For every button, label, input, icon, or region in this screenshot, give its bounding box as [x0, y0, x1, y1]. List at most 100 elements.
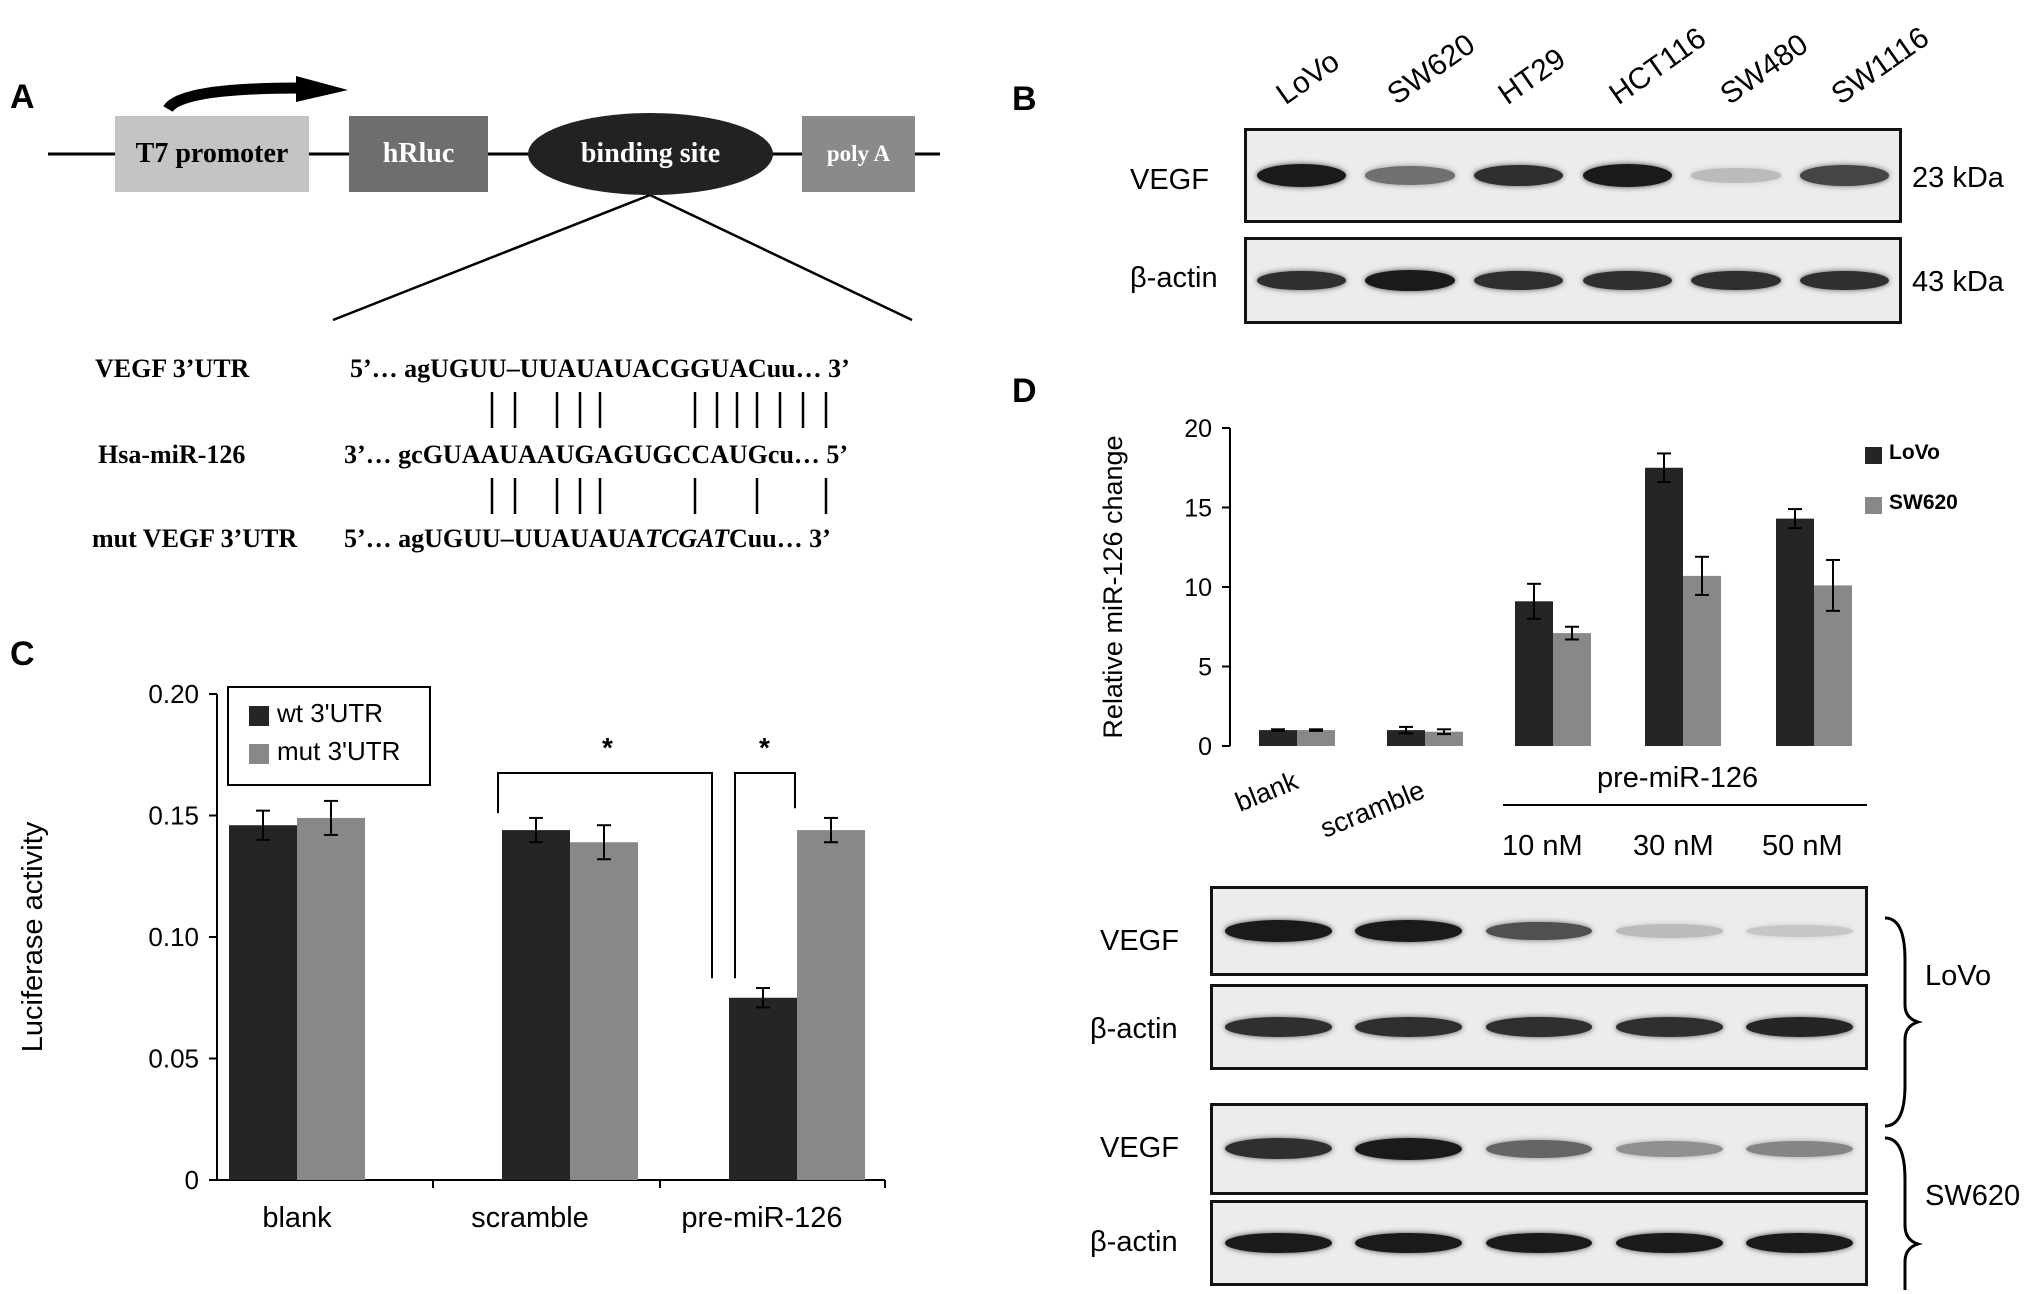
legend-label-mut: mut 3'UTR: [277, 736, 401, 766]
d-sw620-vegf-band-2: [1355, 1137, 1463, 1161]
chart-d-bar-1-2: [1553, 633, 1591, 746]
d-lovo-actin-blot: [1210, 984, 1868, 1070]
group-label-pre-mir: pre-miR-126: [1597, 762, 1759, 794]
chart-c-ytick-label-4: 0.20: [148, 679, 199, 709]
chart-d-bar-0-3: [1645, 467, 1683, 746]
significance-star-2: *: [759, 732, 770, 763]
legend-swatch-lovo: [1865, 447, 1882, 464]
legend-swatch-sw620: [1865, 497, 1882, 514]
panel-b-letter: B: [1012, 80, 1037, 118]
d-sw620-vegf-band-1: [1224, 1138, 1332, 1160]
panel-b-vegf-size: 23 kDa: [1912, 162, 2004, 194]
chart-c-legend: wt 3'UTR mut 3'UTR: [227, 686, 431, 786]
chart-d-bar-0-2: [1515, 601, 1553, 746]
panel-b-vegf-band-1: [1256, 164, 1346, 187]
panel-b-actin-blot: [1244, 237, 1902, 324]
d-sw620-vegf-blot: [1210, 1103, 1868, 1195]
chart-c-xtick-label-0: blank: [262, 1202, 332, 1234]
chart-d-ytick-label-1: 5: [1198, 654, 1212, 682]
promoter-arrow-shaft: [163, 82, 301, 113]
d-sw620-actin-label: β-actin: [1090, 1226, 1178, 1258]
d-lovo-actin-band-2: [1355, 1017, 1463, 1037]
seq-row-name-wt: VEGF 3’UTR: [95, 354, 250, 383]
chart-d-bar-1-4: [1814, 585, 1852, 746]
d-lovo-actin-label: β-actin: [1090, 1013, 1178, 1045]
legend-label-sw620: SW620: [1889, 491, 1958, 514]
chart-c-xtick-label-1: scramble: [471, 1202, 589, 1234]
d-sw620-actin-band-2: [1355, 1232, 1463, 1254]
d-sw620-actin-band-3: [1485, 1232, 1593, 1254]
promoter-arrow-head: [296, 76, 348, 102]
panel-b-actin-band-1: [1256, 270, 1346, 291]
conc-30nm: 30 nM: [1633, 830, 1714, 862]
panel-b-vegf-label: VEGF: [1130, 164, 1209, 196]
seq-row-name-mir: Hsa-miR-126: [98, 440, 246, 469]
d-sw620-vegf-band-5: [1746, 1140, 1854, 1158]
panel-c-letter: C: [10, 635, 35, 673]
zoom-line-right: [649, 193, 913, 322]
chart-d-bar-0-1: [1387, 730, 1425, 746]
chart-c-ylabel: Luciferase activity: [17, 821, 49, 1052]
d-sw620-vegf-band-4: [1615, 1141, 1723, 1157]
d-lovo-actin-band-1: [1224, 1017, 1332, 1037]
chart-d-ylabel: Relative miR-126 change: [1098, 435, 1128, 738]
chart-c-bar-1-0: [297, 817, 365, 1180]
panel-b-actin-size: 43 kDa: [1912, 266, 2004, 298]
bracket-sw620: [1884, 1136, 1924, 1290]
seq-mir: 3’… gcGUAAUAAUGAGUGCCAUGcu… 5’: [344, 440, 849, 469]
seq-row-name-mut: mut VEGF 3’UTR: [92, 524, 298, 553]
conc-10nm: 10 nM: [1502, 830, 1583, 862]
d-lovo-vegf-band-3: [1485, 921, 1593, 941]
chart-c-bar-0-2: [729, 997, 797, 1180]
chart-d-ytick-label-0: 0: [1198, 733, 1212, 761]
d-sw620-actin-band-4: [1615, 1232, 1723, 1254]
chart-d-bar-1-1: [1425, 731, 1463, 746]
chart-c-bar-1-1: [570, 842, 638, 1180]
chart-d-bar-1-0: [1297, 730, 1335, 746]
group-underline: [1503, 804, 1867, 806]
hrluc-box: hRluc: [349, 116, 488, 192]
chart-c-xtick-label-2: pre-miR-126: [681, 1202, 842, 1234]
panel-d-letter: D: [1012, 372, 1037, 410]
seq-mut-mutation: TCGAT: [645, 524, 729, 553]
chart-d-bar-1-3: [1683, 575, 1721, 746]
d-lovo-actin-band-5: [1746, 1016, 1854, 1038]
d-sw620-actin-band-1: [1224, 1232, 1332, 1254]
chart-c-ytick-label-1: 0.05: [148, 1044, 199, 1074]
legend-swatch-mut: [249, 744, 269, 764]
chart-c-ytick-label-3: 0.15: [148, 801, 199, 831]
d-sw620-actin-band-5: [1746, 1232, 1854, 1254]
zoom-line-left: [332, 193, 651, 322]
legend-label-lovo: LoVo: [1889, 441, 1940, 464]
d-sw620-vegf-label: VEGF: [1100, 1132, 1179, 1164]
chart-c-bar-0-1: [502, 830, 570, 1180]
chart-d-bar-0-4: [1776, 518, 1814, 746]
chart-d-ytick-label-2: 10: [1184, 574, 1212, 602]
d-cell-lovo: LoVo: [1925, 960, 1992, 992]
conc-50nm: 50 nM: [1762, 830, 1843, 862]
seq-mut-suffix: Cuu… 3’: [728, 524, 831, 553]
seq-mut-prefix: 5’… agUGUU–UUAUAUA: [344, 524, 646, 553]
chart-d-ytick-label-4: 20: [1184, 415, 1212, 443]
panel-b-actin-band-5: [1691, 270, 1781, 291]
panel-b-actin-band-4: [1582, 270, 1672, 291]
panel-b-vegf-band-6: [1800, 165, 1890, 186]
chart-c-sig-bracket-2: [734, 772, 796, 979]
panel-b-vegf-band-3: [1474, 164, 1564, 187]
chart-c-sig-bracket-1: [497, 772, 713, 979]
panel-b-actin-band-3: [1474, 270, 1564, 291]
chart-d-bar-0-0: [1259, 730, 1297, 746]
binding-site-ellipse: binding site: [528, 113, 773, 195]
d-lovo-vegf-label: VEGF: [1100, 925, 1179, 957]
d-lovo-actin-band-3: [1485, 1017, 1593, 1037]
d-lovo-vegf-band-2: [1355, 920, 1463, 942]
pairing-lines-mut: [490, 478, 828, 514]
poly-a-box: poly A: [802, 116, 915, 192]
d-lovo-vegf-band-1: [1224, 920, 1332, 942]
d-lovo-vegf-blot: [1210, 886, 1868, 976]
chart-c-ytick-label-0: 0: [185, 1165, 199, 1195]
seq-mut: 5’… agUGUU–UUAUAUATCGATCuu… 3’: [344, 524, 831, 554]
panel-b-vegf-band-5: [1691, 168, 1781, 183]
